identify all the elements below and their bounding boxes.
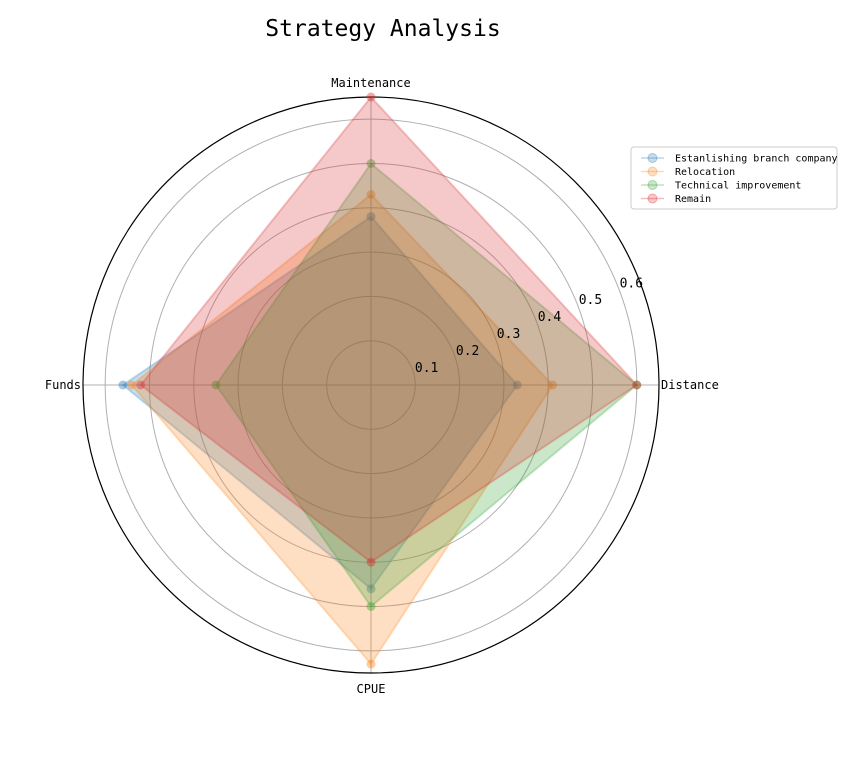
data-point-1-3	[118, 380, 128, 390]
data-point-4-3	[136, 380, 146, 390]
series-area-3	[214, 162, 639, 608]
r-tick-label-1: 0.1	[415, 361, 438, 376]
data-point-2-1	[548, 380, 558, 390]
legend-marker-2	[647, 166, 658, 177]
series-area-1	[121, 215, 519, 591]
axis-label-distance: Distance	[661, 378, 719, 392]
data-point-2-2	[366, 190, 376, 199]
r-tick-label-4: 0.4	[538, 310, 562, 325]
axis-label-cpue: CPUE	[357, 682, 386, 696]
series-area-2	[130, 193, 554, 666]
data-point-1-1	[512, 380, 522, 390]
legend-label-2: Relocation	[675, 167, 735, 178]
axis-label-maintenance: Maintenance	[331, 76, 410, 90]
radar-labels: 0.1 0.2 0.3 0.4 0.5 0.6 Distance Maintenance Fun…	[45, 76, 719, 696]
r-tick-label-2: 0.2	[456, 344, 479, 359]
series-1	[118, 212, 522, 594]
chart-title: Strategy Analysis	[265, 16, 500, 42]
outer-frame	[82, 96, 660, 674]
legend-label-3: Technical improvement	[675, 181, 801, 192]
r-tick-label-5: 0.5	[579, 293, 602, 308]
radar-grid	[82, 96, 660, 674]
data-point-1-4	[366, 584, 376, 594]
data-point-4-2	[366, 92, 376, 102]
legend-box	[630, 146, 838, 210]
data-point-4-1	[632, 380, 642, 390]
series-2	[127, 190, 558, 669]
legend-marker-3	[647, 180, 658, 190]
legend-label-1: Estanlishing branch company	[675, 154, 838, 165]
r-tick-label-6: 0.6	[620, 276, 643, 291]
r-tick-label-3: 0.3	[497, 327, 520, 342]
legend-items: Estanlishing branch company Relocation Tec…	[641, 153, 838, 205]
legend: Estanlishing branch company Relocation Tec…	[630, 146, 838, 210]
data-point-3-2	[366, 159, 376, 168]
legend-marker-1	[647, 153, 658, 163]
data-point-2-3	[127, 380, 137, 390]
series-4	[136, 92, 642, 567]
legend-label-4: Remain	[675, 194, 711, 205]
axis-label-funds: Funds	[45, 378, 81, 392]
data-point-3-3	[211, 380, 221, 390]
data-point-3-4	[366, 602, 376, 611]
series-area-4	[139, 95, 639, 564]
data-point-4-4	[366, 557, 376, 567]
data-point-2-4	[366, 659, 376, 669]
series-3	[211, 159, 642, 611]
data-point-3-1	[632, 380, 642, 390]
data-point-1-2	[366, 212, 376, 222]
legend-marker-4	[647, 193, 658, 204]
radar-series-group	[118, 92, 642, 669]
